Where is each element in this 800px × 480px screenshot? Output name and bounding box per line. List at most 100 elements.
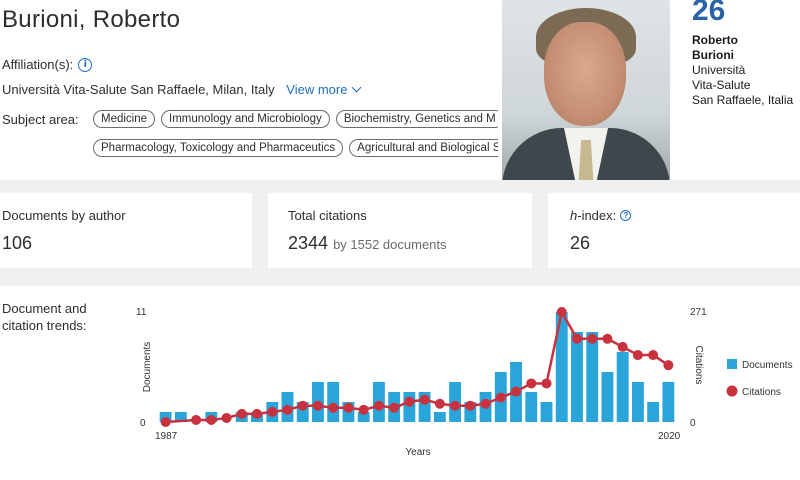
overlay-last-name: Burioni [692, 48, 734, 62]
overlay-first-name: Roberto [692, 33, 738, 47]
documents-value: 106 [2, 233, 33, 253]
citations-point [252, 408, 263, 419]
documents-bar [433, 412, 446, 422]
left-axis-title: Documents [142, 342, 153, 393]
citations-point [465, 400, 476, 411]
documents-bar [418, 392, 431, 422]
affiliation-label: Affiliation(s): [2, 57, 74, 72]
documents-bar [662, 382, 675, 422]
x-axis-start-label: 1987 [155, 431, 178, 442]
author-photo [502, 0, 670, 190]
citations-label: Total citations [288, 208, 367, 223]
citations-value-row: 2344 by 1552 documents [288, 233, 447, 254]
documents-bar [525, 392, 538, 422]
trends-label-line-2: citation trends: [2, 318, 87, 333]
trends-label: Document and citation trends: [2, 300, 87, 334]
citations-point [358, 404, 369, 415]
citations-point [434, 398, 445, 409]
citations-point [191, 414, 202, 425]
documents-bar [555, 312, 568, 422]
view-more-link[interactable]: View more [286, 82, 362, 97]
citations-point [587, 333, 598, 344]
subject-chip[interactable]: Medicine [93, 110, 156, 128]
citations-point [480, 398, 491, 409]
citations-point [343, 402, 354, 413]
subject-chip[interactable]: Pharmacology, Toxicology and Pharmaceuti… [93, 139, 344, 157]
hindex-label-italic: h [570, 208, 578, 223]
subject-chips-row-1: Medicine Immunology and Microbiology Bio… [93, 110, 498, 128]
trends-label-line-1: Document and [2, 301, 87, 316]
overlay-line-1: Università [692, 63, 746, 77]
citations-point [495, 392, 506, 403]
right-axis-max-label: 271 [690, 307, 707, 318]
citations-point [389, 402, 400, 413]
documents-bar [174, 412, 187, 422]
documents-bar [327, 382, 340, 422]
author-name: Burioni, Roberto [2, 6, 181, 33]
citations-point [312, 400, 323, 411]
left-axis-max-label: 11 [136, 307, 147, 318]
legend-citations-label: Citations [742, 387, 781, 398]
x-axis-title: Years [405, 447, 430, 458]
citations-point [648, 350, 659, 361]
citations-card[interactable]: Total citations 2344 by 1552 documents [268, 193, 532, 268]
citations-point [297, 400, 308, 411]
documents-card[interactable]: Documents by author 106 [0, 193, 252, 268]
citations-sub: by 1552 documents [333, 237, 447, 252]
citations-value: 2344 [288, 233, 329, 253]
documents-bar [464, 402, 477, 422]
documents-bar [631, 382, 644, 422]
citations-point [328, 402, 339, 413]
photo-face [544, 22, 626, 126]
citations-point [206, 414, 217, 425]
subject-chips-row-2: Pharmacology, Toxicology and Pharmaceuti… [93, 139, 498, 157]
citations-point [282, 404, 293, 415]
citations-point [404, 396, 415, 407]
documents-bar [403, 392, 416, 422]
documents-bar [586, 332, 599, 422]
citations-point [160, 417, 171, 427]
overlay-caption: Roberto Burioni Università Vita-Salute S… [692, 33, 793, 108]
citations-point [511, 386, 522, 397]
documents-bar [357, 412, 370, 422]
citations-point [450, 400, 461, 411]
subject-area-label: Subject area: [2, 112, 79, 127]
help-icon[interactable]: ? [620, 210, 632, 221]
documents-label: Documents by author [2, 208, 126, 223]
subject-chip[interactable]: Biochemistry, Genetics and M [335, 110, 498, 128]
citations-point [373, 400, 384, 411]
info-icon[interactable]: i [78, 57, 93, 72]
photo-tie [578, 140, 594, 190]
documents-bar [601, 372, 614, 422]
affiliation-label-row: Affiliation(s): i [2, 57, 93, 72]
legend-documents-swatch [727, 359, 737, 369]
documents-bar [571, 332, 583, 422]
right-axis-title: Citations [693, 346, 704, 385]
citations-point [663, 360, 674, 371]
documents-bar [616, 352, 629, 422]
citations-point [571, 333, 582, 344]
citations-point [236, 408, 247, 419]
legend-citations-swatch [726, 385, 738, 397]
x-axis-end-label: 2020 [658, 431, 681, 442]
overlay-number: 26 [692, 0, 726, 27]
hindex-label-row: h-index: ? [570, 208, 632, 223]
citations-point [541, 378, 552, 389]
citations-point [419, 394, 430, 405]
hindex-card[interactable]: h-index: ? 26 [548, 193, 800, 268]
documents-bar [540, 402, 553, 422]
documents-bar [296, 402, 309, 422]
citations-point [526, 378, 537, 389]
affiliation-row: Università Vita-Salute San Raffaele, Mil… [2, 82, 362, 97]
subject-chip[interactable]: Immunology and Microbiology [161, 110, 330, 128]
chevron-down-icon [352, 82, 362, 93]
hindex-label-rest: -index: [577, 208, 617, 223]
documents-bar [647, 402, 660, 422]
citations-point [267, 406, 278, 417]
citations-point [556, 307, 567, 317]
right-axis-min-label: 0 [690, 418, 696, 429]
subject-chip[interactable]: Agricultural and Biological Sc [349, 139, 498, 157]
affiliation-value: Università Vita-Salute San Raffaele, Mil… [2, 82, 275, 97]
citations-point [632, 350, 643, 361]
citations-point [221, 412, 232, 423]
